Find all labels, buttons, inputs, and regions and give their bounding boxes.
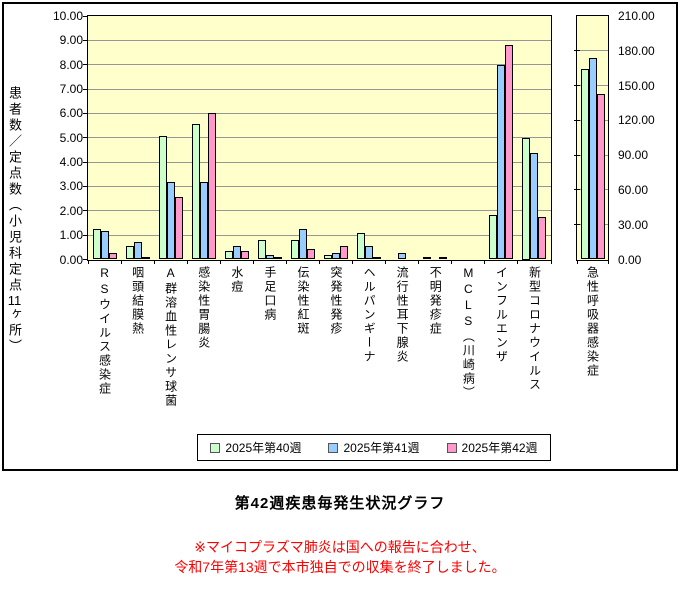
y-tick-label: 2.00 [59, 203, 83, 218]
y2-tick-label: 150.00 [618, 78, 655, 93]
category-label: 水痘 [229, 266, 244, 294]
y-axis-title-part: 患者数／定点数（小児科定点 [7, 86, 22, 294]
category-label: 手足口病 [262, 266, 277, 322]
y-tick-label: 8.00 [59, 57, 83, 72]
y2-tick-label: 0.00 [618, 252, 642, 267]
footnote-line-2: 令和7年第13週で本市独自での収集を終了しました。 [174, 559, 506, 575]
legend-label: 2025年第42週 [461, 441, 538, 455]
y-tick-label: 4.00 [59, 155, 83, 170]
legend-swatch-icon [328, 442, 339, 453]
y2-tick-label: 60.00 [618, 182, 649, 197]
category-label: 新型コロナウイルス [527, 266, 542, 392]
y2-tick-label: 30.00 [618, 217, 649, 232]
category-label: A群溶血性レンサ球菌 [163, 266, 178, 408]
legend-item: 2025年第41週 [328, 439, 420, 456]
legend-label: 2025年第40週 [225, 441, 302, 455]
category-label: RSウイルス感染症 [97, 266, 112, 396]
legend-swatch-icon [446, 442, 457, 453]
legend-box: 2025年第40週 2025年第41週 2025年第42週 [197, 434, 551, 461]
y2-tick-label: 180.00 [618, 43, 655, 58]
y-axis-title-part: ヶ所） [7, 307, 22, 355]
y2-tick-label: 120.00 [618, 113, 655, 128]
legend-swatch-icon [210, 442, 221, 453]
footnote-line-1: ※マイコプラズマ肺炎は国への報告に合わせ、 [194, 539, 486, 555]
y-axis-title: 患者数／定点数（小児科定点11ヶ所） [6, 86, 23, 355]
y-axis-title-part: 11 [7, 294, 22, 307]
y-tick-label: 6.00 [59, 106, 83, 121]
y2-tick-label: 90.00 [618, 148, 649, 163]
y-tick-label: 1.00 [59, 228, 83, 243]
legend-item: 2025年第40週 [210, 439, 301, 456]
category-label: 感染性胃腸炎 [196, 266, 211, 350]
category-label: 咽頭結膜熱 [130, 266, 145, 336]
legend-label: 2025年第41週 [343, 441, 420, 455]
y-tick-label: 7.00 [59, 82, 83, 97]
y-tick-label: 9.00 [59, 33, 83, 48]
category-label: 流行性耳下腺炎 [395, 266, 410, 364]
category-label: 急性呼吸器感染症 [585, 266, 600, 378]
y-tick-label: 10.00 [52, 9, 83, 23]
category-label: インフルエンザ [494, 266, 509, 364]
y-tick-label: 3.00 [59, 179, 83, 194]
legend-item: 2025年第42週 [446, 439, 538, 456]
category-label: 不明発疹症 [428, 266, 443, 336]
category-label: MCLS（川崎病） [461, 266, 476, 400]
main-plot-area [87, 15, 552, 261]
y2-tick-label: 210.00 [618, 9, 655, 23]
y-tick-label: 0.00 [59, 252, 83, 267]
category-label: ヘルパンギーナ [362, 266, 377, 364]
category-label: 伝染性紅斑 [295, 266, 310, 336]
secondary-plot-area [576, 15, 609, 261]
y-tick-label: 5.00 [59, 130, 83, 145]
category-label: 突発性発疹 [329, 266, 344, 336]
chart-title: 第42週疾患毎発生状況グラフ [234, 495, 446, 512]
